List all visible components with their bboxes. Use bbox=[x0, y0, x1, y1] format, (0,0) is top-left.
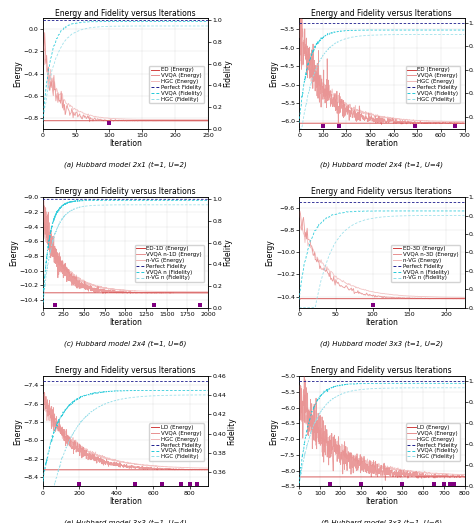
Legend: LD (Energy), VVQA (Energy), HGC (Energy), Perfect Fidelity, VVQA (Fidelity), HGC: LD (Energy), VVQA (Energy), HGC (Energy)… bbox=[406, 424, 460, 461]
Title: Energy and Fidelity versus Iterations: Energy and Fidelity versus Iterations bbox=[55, 366, 196, 375]
Text: (b) Hubbard model 2x4 (t=1, U=4): (b) Hubbard model 2x4 (t=1, U=4) bbox=[320, 162, 443, 168]
Legend: ED-3D (Energy), VVQA n-3D (Energy), n-VG (Energy), Perfect Fidelity, VVQA n (Fid: ED-3D (Energy), VVQA n-3D (Energy), n-VG… bbox=[391, 245, 460, 282]
Y-axis label: Energy: Energy bbox=[265, 239, 274, 266]
X-axis label: Iteration: Iteration bbox=[365, 497, 398, 506]
X-axis label: Iteration: Iteration bbox=[109, 497, 142, 506]
X-axis label: Iteration: Iteration bbox=[109, 139, 142, 148]
Title: Energy and Fidelity versus Iterations: Energy and Fidelity versus Iterations bbox=[311, 366, 452, 375]
Title: Energy and Fidelity versus Iterations: Energy and Fidelity versus Iterations bbox=[55, 187, 196, 196]
Legend: LD (Energy), VVQA (Energy), HGC (Energy), Perfect Fidelity, VVQA (Fidelity), HGC: LD (Energy), VVQA (Energy), HGC (Energy)… bbox=[149, 424, 204, 461]
Y-axis label: Energy: Energy bbox=[13, 418, 22, 445]
Legend: ED (Energy), VVQA (Energy), HGC (Energy), Perfect Fidelity, VVQA (Fidelity), HGC: ED (Energy), VVQA (Energy), HGC (Energy)… bbox=[149, 66, 204, 104]
Y-axis label: Fidelity: Fidelity bbox=[228, 417, 237, 445]
Legend: ED-1D (Energy), VVQA n-1D (Energy), n-VG (Energy), Perfect Fidelity, VVQA n (Fid: ED-1D (Energy), VVQA n-1D (Energy), n-VG… bbox=[135, 245, 204, 282]
Y-axis label: Fidelity: Fidelity bbox=[224, 238, 233, 266]
Title: Energy and Fidelity versus Iterations: Energy and Fidelity versus Iterations bbox=[311, 187, 452, 196]
Y-axis label: Energy: Energy bbox=[9, 239, 18, 266]
Title: Energy and Fidelity versus Iterations: Energy and Fidelity versus Iterations bbox=[311, 8, 452, 18]
Text: (e) Hubbard model 3x3 (t=1, U=4): (e) Hubbard model 3x3 (t=1, U=4) bbox=[64, 519, 187, 523]
Text: (d) Hubbard model 3x3 (t=1, U=2): (d) Hubbard model 3x3 (t=1, U=2) bbox=[320, 340, 443, 347]
Text: (a) Hubbard model 2x1 (t=1, U=2): (a) Hubbard model 2x1 (t=1, U=2) bbox=[64, 162, 187, 168]
X-axis label: Iteration: Iteration bbox=[109, 318, 142, 327]
Text: (f) Hubbard model 3x3 (t=1, U=6): (f) Hubbard model 3x3 (t=1, U=6) bbox=[321, 519, 442, 523]
Y-axis label: Fidelity: Fidelity bbox=[224, 60, 233, 87]
Y-axis label: Energy: Energy bbox=[13, 60, 22, 87]
Legend: ED (Energy), VVQA (Energy), HGC (Energy), Perfect Fidelity, VVQA (Fidelity), HGC: ED (Energy), VVQA (Energy), HGC (Energy)… bbox=[406, 66, 460, 104]
Y-axis label: Energy: Energy bbox=[269, 60, 278, 87]
Y-axis label: Energy: Energy bbox=[269, 418, 278, 445]
X-axis label: Iteration: Iteration bbox=[365, 318, 398, 327]
Title: Energy and Fidelity versus Iterations: Energy and Fidelity versus Iterations bbox=[55, 8, 196, 18]
Text: (c) Hubbard model 2x4 (t=1, U=6): (c) Hubbard model 2x4 (t=1, U=6) bbox=[64, 340, 187, 347]
X-axis label: Iteration: Iteration bbox=[365, 139, 398, 148]
